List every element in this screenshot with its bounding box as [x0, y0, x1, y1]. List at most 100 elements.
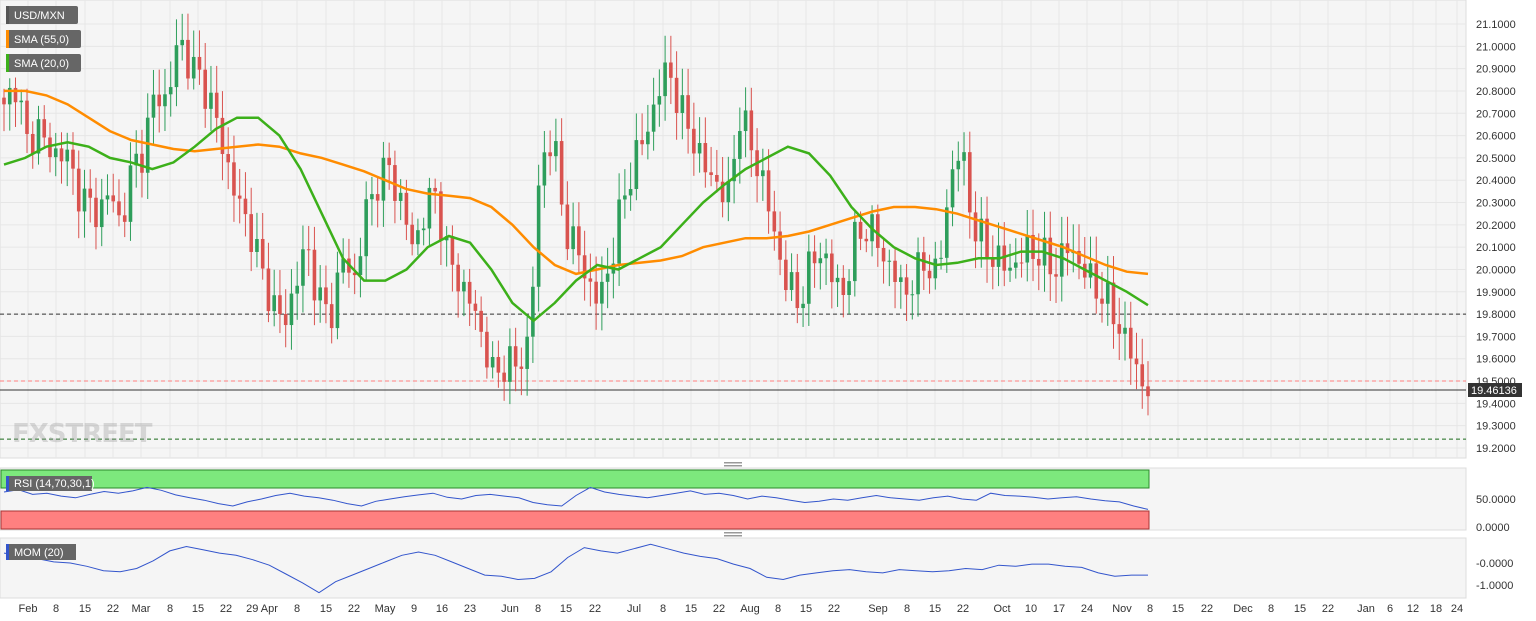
candle-body	[421, 228, 426, 231]
candle-body	[1077, 250, 1081, 264]
y-tick-label: 19.2000	[1476, 443, 1516, 455]
candle-body	[289, 293, 294, 326]
x-tick-label: 8	[53, 603, 59, 615]
y-tick-label: 20.0000	[1476, 264, 1516, 276]
candle-body	[404, 192, 409, 225]
mom-label-box: MOM (20)	[6, 544, 76, 560]
candle-body	[496, 357, 501, 373]
candle-body	[508, 346, 512, 382]
candle-body	[916, 252, 920, 295]
y-tick-label: 20.9000	[1476, 64, 1516, 76]
candle-body	[1059, 243, 1064, 277]
x-tick-label: 8	[1147, 603, 1153, 615]
candle-body	[485, 331, 489, 368]
rsi-label: RSI (14,70,30,1)	[14, 478, 95, 490]
candle-body	[536, 185, 541, 287]
candle-body	[778, 231, 782, 260]
x-tick-label: 22	[348, 603, 360, 615]
candle-body	[283, 314, 288, 326]
x-tick-label: Jun	[501, 603, 519, 615]
candle-body	[364, 199, 368, 257]
candle-body	[1019, 262, 1024, 264]
x-tick-label: Oct	[993, 603, 1010, 615]
candle-body	[427, 187, 432, 229]
price-panel	[0, 0, 1467, 459]
candle-body	[71, 149, 75, 169]
candle-body	[726, 181, 731, 203]
candle-body	[933, 258, 938, 279]
candle-body	[312, 249, 317, 301]
x-tick-label: 8	[167, 603, 173, 615]
candle-body	[467, 281, 472, 304]
candle-body	[818, 258, 823, 264]
x-tick-label: 22	[957, 603, 969, 615]
y-tick-label: 19.4000	[1476, 398, 1516, 410]
candle-body	[249, 214, 253, 252]
legend-item-sma55[interactable]: SMA (55,0)	[6, 30, 81, 48]
candle-body	[25, 100, 29, 134]
candle-body	[272, 295, 276, 312]
candle-body	[19, 100, 24, 103]
sma-20-line	[3, 116, 1149, 323]
candle-body	[295, 285, 299, 294]
candle-body	[134, 153, 139, 166]
x-tick-label: May	[375, 603, 396, 615]
candle-body	[979, 218, 984, 242]
candle-body	[76, 168, 81, 212]
y-tick-label: 19.3000	[1476, 421, 1516, 433]
legend-label: SMA (55,0)	[14, 34, 69, 46]
y-tick-label: 20.8000	[1476, 86, 1516, 98]
panel-resize-handle[interactable]	[724, 462, 742, 467]
candle-body	[490, 357, 495, 368]
candle-body	[2, 97, 6, 105]
panel-resize-handle[interactable]	[724, 532, 742, 537]
moving-averages	[3, 89, 1149, 323]
candle-body	[709, 172, 713, 175]
y-tick-label: 21.1000	[1476, 19, 1516, 31]
y-tick-label: 19.6000	[1476, 354, 1516, 366]
x-tick-label: Nov	[1112, 603, 1132, 615]
candle-body	[571, 226, 575, 250]
candle-body	[680, 95, 685, 113]
current-price-text: 19.46136	[1471, 385, 1517, 397]
legend-item-sma20[interactable]: SMA (20,0)	[6, 54, 81, 72]
candle-body	[30, 133, 35, 154]
x-tick-label: 8	[775, 603, 781, 615]
candle-body	[318, 287, 322, 301]
candle-body	[232, 162, 236, 196]
candle-body	[456, 264, 460, 292]
candle-body	[352, 272, 357, 276]
candle-body	[646, 131, 650, 145]
candle-body	[1146, 386, 1150, 397]
candle-body	[554, 141, 558, 157]
legend-item-usdmxn[interactable]: USD/MXN	[6, 6, 78, 24]
legend-label: USD/MXN	[14, 10, 65, 22]
x-tick-label: 22	[1201, 603, 1213, 615]
watermark: FXSTREET	[12, 419, 153, 449]
candle-body	[692, 128, 696, 154]
candle-body	[876, 214, 880, 248]
y-tick-label: 20.3000	[1476, 198, 1516, 210]
x-tick-label: 8	[535, 603, 541, 615]
candle-body	[996, 245, 1001, 267]
candle-body	[548, 152, 552, 157]
candle-body	[151, 94, 156, 118]
sma-55-line	[4, 89, 1149, 276]
y-tick-label: 19.8000	[1476, 309, 1516, 321]
candle-body	[111, 195, 116, 202]
legend-label: SMA (20,0)	[14, 58, 69, 70]
candle-body	[329, 304, 334, 329]
x-tick-label: 29 Apr	[246, 603, 278, 615]
candle-body	[226, 154, 231, 163]
x-tick-label: 15	[800, 603, 812, 615]
candle-body	[59, 148, 64, 162]
candle-body	[105, 195, 110, 200]
candle-body	[117, 201, 121, 216]
candle-body	[985, 218, 989, 258]
candle-body	[720, 181, 725, 203]
x-tick-label: Aug	[740, 603, 760, 615]
x-tick-label: 16	[436, 603, 448, 615]
candle-body	[375, 194, 380, 201]
candle-body	[462, 281, 466, 292]
candle-body	[617, 199, 621, 264]
